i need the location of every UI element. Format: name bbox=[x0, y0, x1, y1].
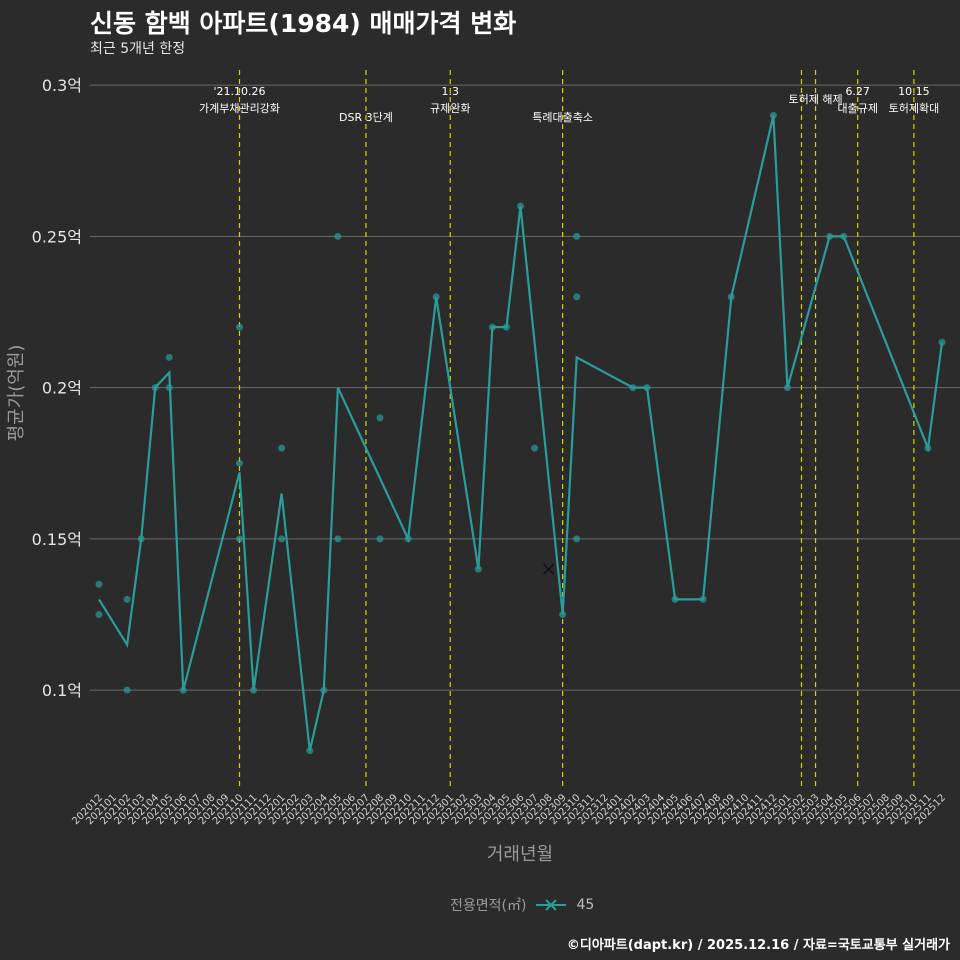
data-point bbox=[165, 353, 173, 361]
grid-lines bbox=[90, 84, 960, 691]
event-label: 토허제확대 bbox=[889, 102, 940, 115]
data-point bbox=[236, 535, 243, 543]
data-point bbox=[95, 611, 103, 619]
event-label: '21.10.26 bbox=[213, 85, 265, 98]
legend-label: 45 bbox=[576, 897, 595, 913]
data-point bbox=[573, 232, 581, 240]
y-tick-label: 0.15억 bbox=[32, 530, 82, 549]
legend-title: 전용면적(㎡) bbox=[450, 898, 527, 914]
event-label: DSR 3단계 bbox=[339, 111, 393, 124]
data-point bbox=[236, 459, 243, 467]
chart-title: 신동 함백 아파트(1984) 매매가격 변화 bbox=[90, 9, 517, 38]
event-label: 대출규제 bbox=[837, 102, 877, 115]
legend: 전용면적(㎡) 45 bbox=[450, 895, 594, 915]
event-label: 6.27 bbox=[845, 85, 870, 98]
event-label: 특례대출축소 bbox=[532, 111, 593, 124]
series-45 bbox=[95, 111, 946, 755]
y-axis-label: 평균가(억원) bbox=[6, 345, 27, 442]
series-line bbox=[98, 115, 944, 751]
marker-stroke bbox=[543, 563, 555, 575]
event-label: 10.15 bbox=[898, 85, 930, 98]
x-axis-label: 거래년월 bbox=[487, 844, 553, 865]
x-axis-ticks: 2020122021012021022021032021042021052021… bbox=[70, 792, 948, 827]
data-point bbox=[334, 535, 342, 543]
event-label: 토허제 해제 bbox=[788, 92, 842, 106]
y-axis-ticks: 0.1억 0.15억 0.2억 0.25억 0.3억 bbox=[32, 76, 82, 700]
data-point bbox=[531, 444, 539, 452]
data-point bbox=[123, 595, 131, 603]
data-point bbox=[334, 232, 342, 240]
event-label: 1.3 bbox=[442, 85, 460, 98]
data-point bbox=[376, 414, 384, 422]
event-label: 규제완화 bbox=[430, 102, 470, 115]
data-point bbox=[278, 535, 286, 543]
y-tick-label: 0.25억 bbox=[32, 227, 82, 246]
data-point bbox=[278, 444, 286, 452]
data-point bbox=[95, 580, 103, 588]
legend-key-icon bbox=[536, 899, 567, 911]
data-point bbox=[573, 535, 581, 543]
source-caption: ©디아파트(dapt.kr) / 2025.12.16 / 자료=국토교통부 실… bbox=[566, 938, 950, 953]
data-point bbox=[573, 293, 581, 301]
event-label: 가계부채관리강화 bbox=[199, 102, 280, 115]
data-point bbox=[236, 323, 243, 331]
y-tick-label: 0.3억 bbox=[42, 76, 82, 95]
y-tick-label: 0.1억 bbox=[42, 681, 82, 700]
y-tick-label: 0.2억 bbox=[42, 379, 82, 398]
special-point-marker bbox=[543, 563, 555, 575]
data-point bbox=[938, 338, 946, 346]
data-point bbox=[376, 535, 384, 543]
chart-subtitle: 최근 5개년 한정 bbox=[90, 41, 186, 57]
data-point bbox=[123, 686, 131, 694]
